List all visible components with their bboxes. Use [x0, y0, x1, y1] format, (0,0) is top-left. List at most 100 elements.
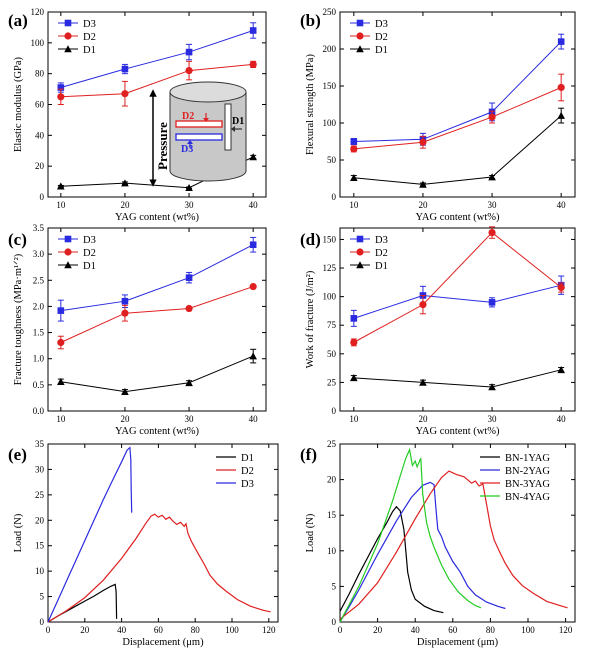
data-point — [57, 338, 65, 347]
data-point — [557, 366, 565, 374]
legend-label: BN-2YAG — [505, 466, 550, 477]
y-tick-label: 3.0 — [33, 249, 45, 259]
series-line — [353, 115, 562, 185]
legend-marker — [64, 261, 72, 269]
x-tick-label: 0 — [338, 625, 343, 635]
legend: D3 D2 D1 — [58, 235, 96, 272]
legend-label: D1 — [83, 261, 96, 272]
data-point — [121, 90, 129, 98]
legend-label: D1 — [83, 45, 96, 56]
x-tick-label: 100 — [225, 625, 239, 635]
series-line — [353, 41, 562, 142]
data-point — [557, 111, 565, 119]
d1-specimen-bar — [224, 103, 232, 151]
x-axis-label: Displacement (μm) — [417, 637, 499, 648]
data-point — [488, 228, 496, 237]
series-line — [47, 513, 271, 623]
x-tick-label: 100 — [521, 625, 535, 635]
x-tick-label: 60 — [448, 625, 458, 635]
y-tick-label: 25 — [35, 490, 45, 500]
x-tick-label: 120 — [262, 625, 276, 635]
legend-label: D2 — [83, 32, 96, 43]
data-point — [57, 93, 65, 101]
data-point — [121, 179, 129, 187]
d2-specimen-bar — [175, 120, 223, 128]
y-tick-label: 3.5 — [33, 223, 45, 233]
y-tick-label: 20 — [327, 475, 337, 485]
plot-frame — [47, 227, 267, 412]
data-point — [121, 297, 129, 305]
y-tick-label: 1.5 — [33, 328, 45, 338]
y-tick-label: 250 — [323, 7, 337, 17]
series-D3 — [47, 446, 133, 623]
y-tick-label: 0.5 — [33, 380, 45, 390]
y-tick-label: 100 — [31, 38, 45, 48]
data-point — [350, 173, 358, 182]
y-tick-label: 50 — [327, 349, 337, 359]
series-line — [353, 369, 562, 388]
y-tick-label: 25 — [327, 439, 337, 449]
y-axis-label: Load (N) — [305, 513, 316, 552]
x-axis-label: YAG content (wt%) — [115, 426, 199, 437]
y-tick-label: 5 — [40, 592, 45, 602]
legend-marker — [64, 45, 72, 53]
x-tick-label: 40 — [411, 625, 421, 635]
x-tick-label: 20 — [120, 414, 130, 424]
x-tick-label: 10 — [56, 414, 66, 424]
data-point — [249, 282, 257, 291]
data-point — [57, 307, 65, 314]
data-point — [419, 301, 427, 309]
legend-label: D3 — [83, 19, 96, 30]
y-tick-label: 200 — [323, 44, 337, 54]
data-point — [419, 378, 427, 386]
data-point — [350, 315, 358, 322]
panel-label: (a) — [8, 11, 28, 30]
legend-label: BN-1YAG — [505, 453, 550, 464]
x-tick-label: 40 — [249, 200, 259, 210]
d3-specimen-bar — [175, 133, 223, 141]
x-tick-label: 10 — [349, 414, 359, 424]
legend-label: D3 — [83, 235, 96, 246]
legend-label: BN-4YAG — [505, 492, 550, 503]
legend-label: D3 — [375, 19, 388, 30]
d3-arrowhead — [187, 140, 193, 144]
data-point — [121, 65, 129, 73]
series-D1 — [350, 107, 565, 188]
panel-label: (e) — [8, 445, 27, 464]
series-line — [339, 481, 506, 623]
series-line — [60, 30, 254, 89]
data-point — [557, 38, 565, 45]
legend: D1 D2 D3 — [216, 453, 254, 490]
pressure-label: Pressure — [155, 122, 170, 170]
legend-label: D2 — [241, 466, 254, 477]
y-tick-label: 0.0 — [33, 406, 45, 416]
series-line — [60, 355, 254, 393]
legend-label: D3 — [241, 479, 254, 490]
data-point — [249, 241, 257, 249]
y-tick-label: 0 — [332, 192, 337, 202]
data-point — [350, 338, 358, 346]
legend-label: D1 — [375, 45, 388, 56]
y-axis-label: Load (N) — [13, 513, 24, 552]
specimen-orientation-inset: D2 D3 D1 Pressure — [149, 81, 247, 187]
chart-panel-b: (b) 10 20 30 40 0 50 100 150 200 250 YAG content (w… — [300, 7, 576, 223]
y-tick-label: 60 — [35, 100, 45, 110]
series-BN-4YAG — [339, 447, 482, 623]
data-point — [488, 173, 496, 181]
chart-panel-e: (e) 0 20 40 60 80 100 120 0 5 10 15 20 25 30 35 Displace… — [8, 439, 279, 648]
data-point — [488, 299, 496, 306]
y-tick-label: 0 — [40, 192, 45, 202]
x-tick-label: 0 — [46, 625, 51, 635]
data-point — [350, 374, 358, 382]
x-tick-label: 20 — [418, 200, 428, 210]
series-D2 — [57, 60, 257, 107]
series-line — [339, 470, 568, 620]
data-point — [185, 274, 193, 281]
y-tick-label: 120 — [31, 7, 45, 17]
x-axis-label: YAG content (wt%) — [416, 426, 500, 437]
y-axis-label: Work of fracture (J/m²) — [305, 270, 316, 368]
data-point — [121, 309, 129, 317]
panel-label: (f) — [300, 445, 317, 464]
y-tick-label: 2.5 — [33, 275, 45, 285]
